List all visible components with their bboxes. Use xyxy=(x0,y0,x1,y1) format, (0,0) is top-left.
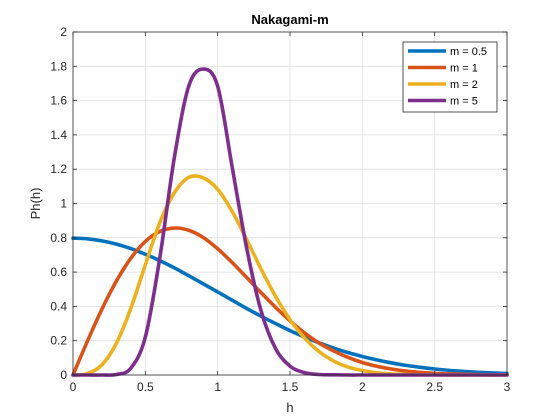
y-tick-label: 1.6 xyxy=(50,94,67,108)
legend: m = 0.5 m = 1 m = 2 m = 5 xyxy=(402,41,498,113)
x-tick-label: 1 xyxy=(214,380,221,394)
x-tick-label: 2.5 xyxy=(426,380,443,394)
y-tick-label: 0.2 xyxy=(50,334,67,348)
legend-label-4: m = 5 xyxy=(450,96,478,108)
chart-title: Nakagami-m xyxy=(251,12,328,27)
y-tick-label: 2 xyxy=(60,25,67,39)
y-tick-label: 0.4 xyxy=(50,299,67,313)
axis-ticks: 0 0.5 1 1.5 2 2.5 3 0 0.2 0.4 0.6 0.8 1 1.2 1.4 1.6 1.8 2 xyxy=(50,25,510,394)
y-tick-label: 0.6 xyxy=(50,265,67,279)
legend-label-3: m = 2 xyxy=(450,79,478,91)
x-tick-label: 0.5 xyxy=(137,380,154,394)
y-tick-label: 1.8 xyxy=(50,59,67,73)
x-axis-label: h xyxy=(286,400,293,415)
y-axis-label: Ph(h) xyxy=(28,188,43,220)
y-tick-label: 1.2 xyxy=(50,162,67,176)
y-tick-label: 0 xyxy=(60,368,67,382)
y-tick-label: 0.8 xyxy=(50,231,67,245)
series-line-1 xyxy=(71,236,509,376)
y-tick-label: 1.4 xyxy=(50,128,67,142)
x-tick-label: 2 xyxy=(359,380,366,394)
x-tick-label: 1.5 xyxy=(282,380,299,394)
legend-label-1: m = 0.5 xyxy=(450,46,487,58)
legend-label-2: m = 1 xyxy=(450,63,478,75)
x-tick-label: 0 xyxy=(70,380,77,394)
x-tick-label: 3 xyxy=(504,380,511,394)
y-tick-label: 1 xyxy=(60,197,67,211)
